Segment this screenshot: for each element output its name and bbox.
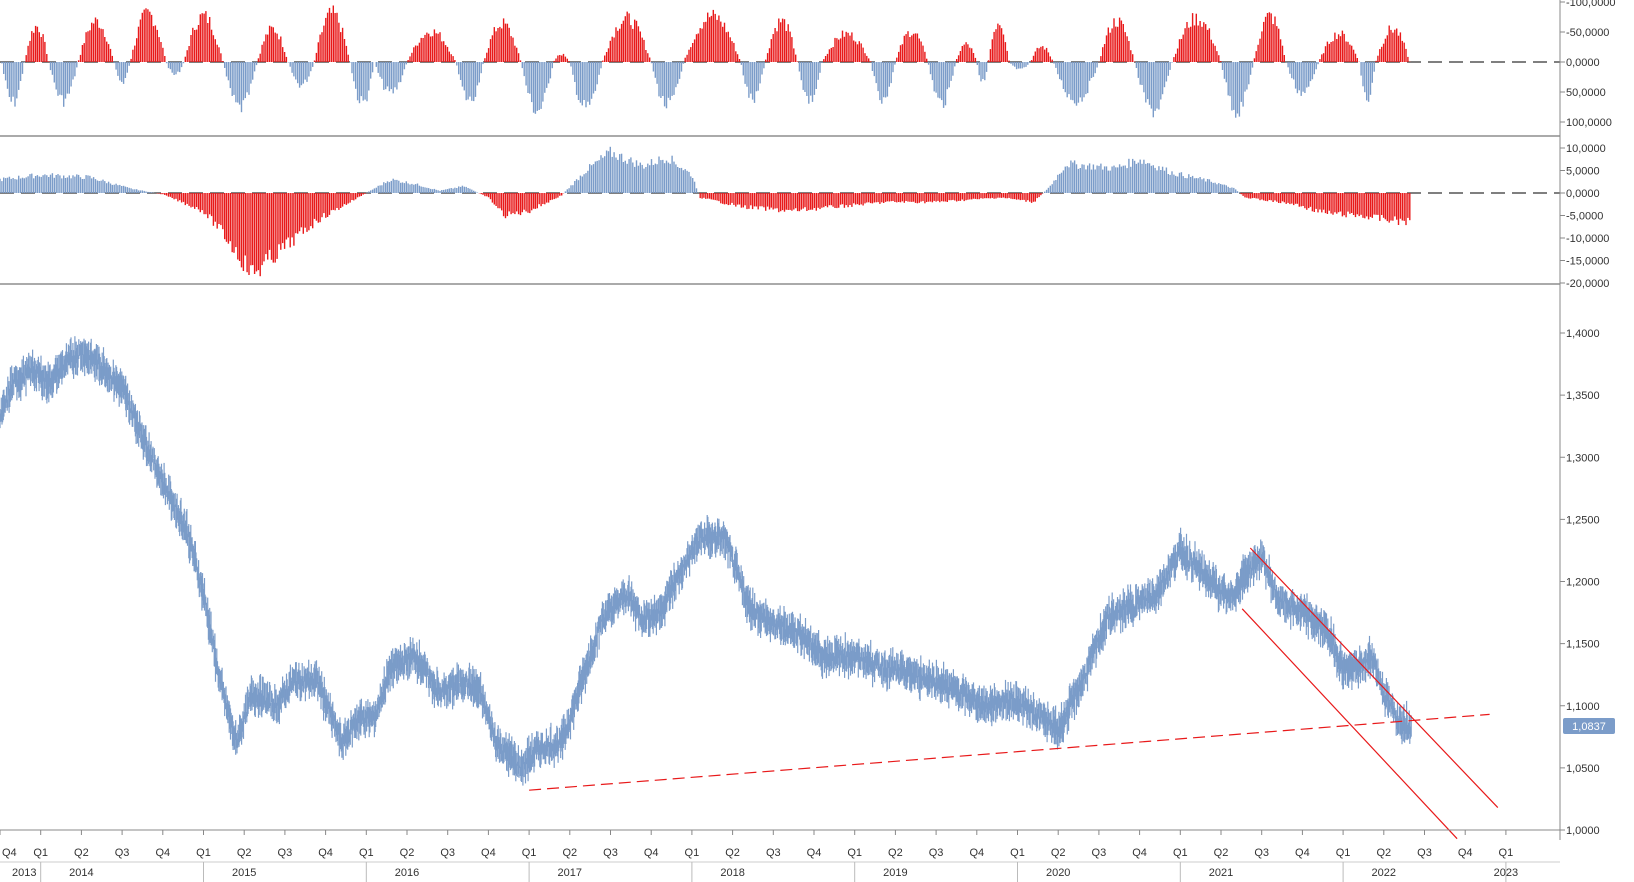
y-tick-label: 100,0000 xyxy=(1566,117,1612,129)
x-quarter-label: Q4 xyxy=(807,847,822,859)
x-quarter-label: Q4 xyxy=(155,847,170,859)
y-tick-label: 1,3500 xyxy=(1566,390,1600,402)
x-year-label: 2017 xyxy=(558,867,582,879)
y-tick-label: 1,2000 xyxy=(1566,577,1600,589)
x-year-label: 2023 xyxy=(1494,867,1518,879)
channel-trendline[interactable] xyxy=(1241,608,1458,840)
last-value-label: 1,0837 xyxy=(1572,721,1606,733)
x-year-label: 2014 xyxy=(69,867,93,879)
x-quarter-label: Q3 xyxy=(1092,847,1107,859)
x-quarter-label: Q2 xyxy=(400,847,415,859)
x-axis: Q4 Q1 Q2 Q3 Q4 Q1 Q2 Q3 Q4 Q1 Q2 Q3 Q4 Q1 Q2 Q3 Q4 Q1 Q2 Q3… xyxy=(0,830,1560,882)
oscillator-2-panel: 10,0000 5,0000 0,0000 -5,0000 -10,0000 -15,00… xyxy=(0,143,1609,290)
x-year-label: 2022 xyxy=(1372,867,1396,879)
x-quarter-label: Q1 xyxy=(1173,847,1188,859)
y-tick-label: 0,0000 xyxy=(1566,57,1600,69)
y-tick-label: -100,0000 xyxy=(1566,0,1616,9)
chart-frame xyxy=(0,0,1561,840)
x-quarter-label: Q2 xyxy=(237,847,252,859)
x-quarter-label: Q1 xyxy=(33,847,48,859)
y-tick-label: -50,0000 xyxy=(1566,27,1609,39)
y-tick-label: 1,2500 xyxy=(1566,514,1600,526)
y-tick-label: 10,0000 xyxy=(1566,143,1606,155)
x-quarter-label: Q1 xyxy=(522,847,537,859)
x-year-label: 2016 xyxy=(395,867,419,879)
x-quarter-label: Q2 xyxy=(1376,847,1391,859)
last-value-badge xyxy=(1563,718,1615,735)
y-tick-label: 5,0000 xyxy=(1566,166,1600,178)
y-tick-label: 1,0000 xyxy=(1566,825,1600,837)
x-quarter-label: Q4 xyxy=(2,847,17,859)
x-quarter-label: Q3 xyxy=(278,847,293,859)
y-tick-label: 0,0000 xyxy=(1566,188,1600,200)
y-tick-label: -15,0000 xyxy=(1566,256,1609,268)
y-tick-label: -5,0000 xyxy=(1566,211,1603,223)
x-year-label: 2019 xyxy=(883,867,907,879)
x-year-label: 2015 xyxy=(232,867,256,879)
x-quarter-label: Q3 xyxy=(766,847,781,859)
y-tick-label: 1,3000 xyxy=(1566,452,1600,464)
y-tick-label: 1,1500 xyxy=(1566,639,1600,651)
x-quarter-label: Q4 xyxy=(318,847,333,859)
x-quarter-label: Q4 xyxy=(1295,847,1310,859)
oscillator-1-panel: 100,0000 50,0000 0,0000 -50,0000 -100,0000 xyxy=(0,0,1616,129)
y-tick-label: -20,0000 xyxy=(1566,278,1609,290)
x-year-label: 2018 xyxy=(720,867,744,879)
x-quarter-label: Q3 xyxy=(929,847,944,859)
x-quarter-label: Q3 xyxy=(115,847,130,859)
x-quarter-label: Q2 xyxy=(74,847,89,859)
channel-trendline[interactable] xyxy=(1249,547,1499,809)
x-quarter-label: Q2 xyxy=(888,847,903,859)
x-quarter-label: Q1 xyxy=(196,847,211,859)
x-quarter-label: Q1 xyxy=(685,847,700,859)
x-year-label: 2013 xyxy=(12,867,36,879)
x-quarter-label: Q4 xyxy=(969,847,984,859)
x-quarter-label: Q2 xyxy=(1214,847,1229,859)
x-quarter-label: Q3 xyxy=(440,847,455,859)
x-quarter-label: Q3 xyxy=(1254,847,1269,859)
x-quarter-label: Q4 xyxy=(644,847,659,859)
y-tick-label: 1,4000 xyxy=(1566,328,1600,340)
x-quarter-label: Q1 xyxy=(1010,847,1025,859)
x-quarter-label: Q1 xyxy=(1336,847,1351,859)
x-quarter-label: Q3 xyxy=(1417,847,1432,859)
support-trendline[interactable] xyxy=(529,713,1490,791)
x-quarter-label: Q1 xyxy=(359,847,374,859)
x-quarter-label: Q2 xyxy=(725,847,740,859)
y-tick-label: -10,0000 xyxy=(1566,233,1609,245)
y-tick-label: 50,0000 xyxy=(1566,87,1606,99)
x-year-label: 2020 xyxy=(1046,867,1070,879)
x-quarter-label: Q4 xyxy=(481,847,496,859)
x-quarter-label: Q4 xyxy=(1132,847,1147,859)
y-tick-label: 1,0500 xyxy=(1566,763,1600,775)
x-quarter-label: Q1 xyxy=(847,847,862,859)
x-quarter-label: Q2 xyxy=(1051,847,1066,859)
y-tick-label: 1,1000 xyxy=(1566,701,1600,713)
x-year-label: 2021 xyxy=(1209,867,1233,879)
x-quarter-label: Q1 xyxy=(1499,847,1514,859)
x-quarter-label: Q3 xyxy=(603,847,618,859)
price-panel: 1,4000 1,3500 1,3000 1,2500 1,2000 1,1500 1,10… xyxy=(0,328,1615,840)
x-quarter-label: Q4 xyxy=(1458,847,1473,859)
x-quarter-label: Q2 xyxy=(562,847,577,859)
